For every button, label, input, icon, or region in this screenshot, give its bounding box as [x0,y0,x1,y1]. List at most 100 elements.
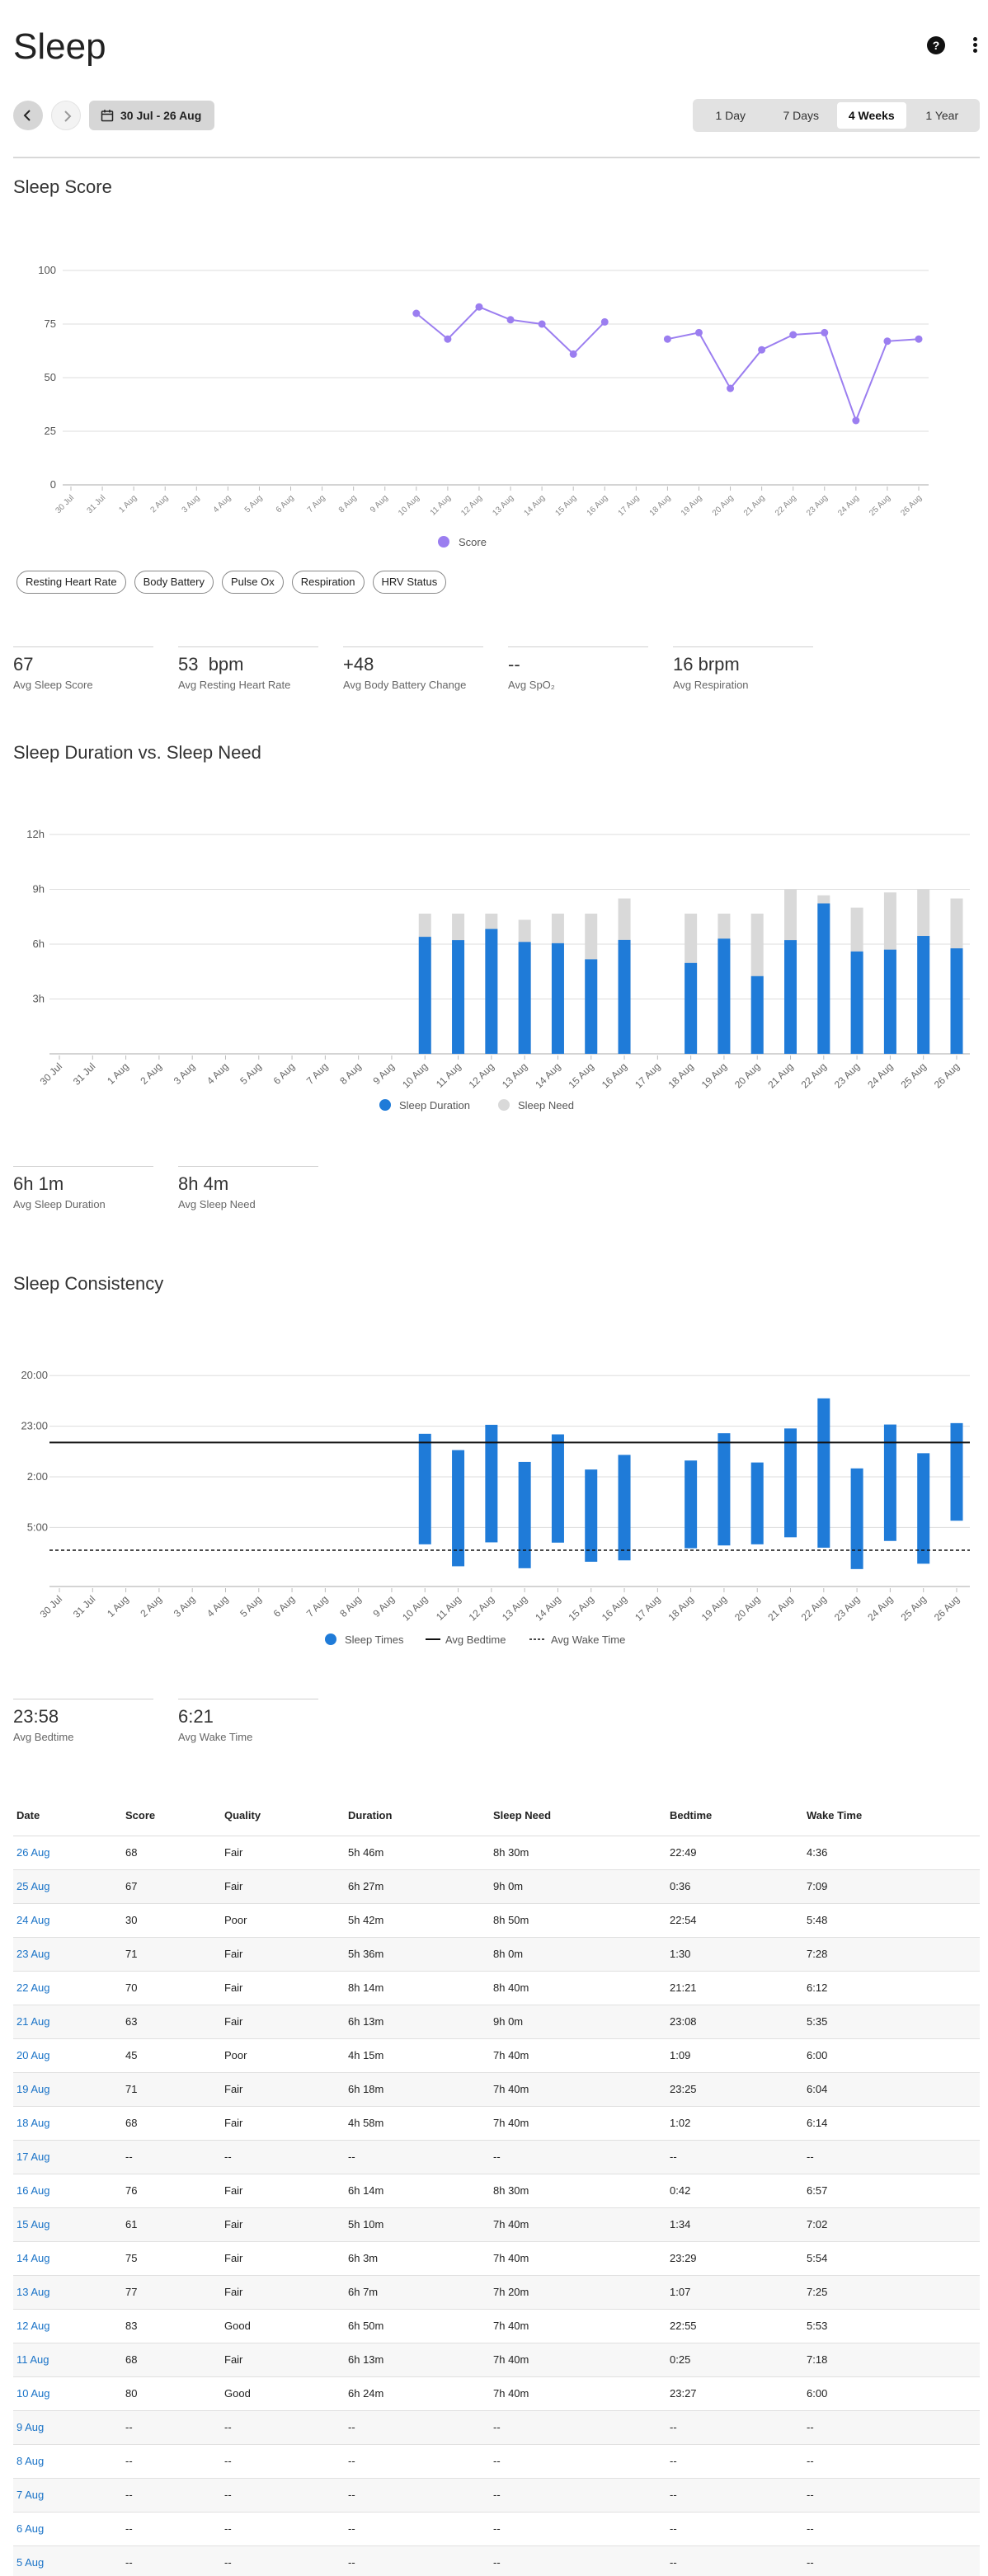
x-tick-label: 24 Aug [836,493,861,518]
table-row: 24 Aug 30 Poor 5h 42m 8h 50m 22:54 5:48 [13,1903,980,1938]
date-link[interactable]: 18 Aug [13,2106,122,2141]
column-header[interactable]: Duration [345,1796,490,1836]
toggle-hrv-status[interactable]: HRV Status [372,571,447,594]
table-cell: -- [122,2545,221,2576]
x-tick-label: 3 Aug [172,1060,198,1087]
score-point [475,303,483,311]
table-cell: -- [490,2512,666,2546]
table-cell: -- [490,2140,666,2174]
date-link[interactable]: 6 Aug [13,2512,122,2546]
table-cell: -- [490,2545,666,2576]
date-link[interactable]: 15 Aug [13,2207,122,2242]
toggle-resting-heart-rate[interactable]: Resting Heart Rate [16,571,126,594]
column-header[interactable]: Bedtime [666,1796,803,1836]
x-tick-label: 15 Aug [567,1060,596,1090]
date-link[interactable]: 5 Aug [13,2545,122,2576]
column-header[interactable]: Quality [221,1796,345,1836]
x-tick-label: 11 Aug [434,1593,463,1623]
date-link[interactable]: 11 Aug [13,2343,122,2377]
period-1-day[interactable]: 1 Day [715,109,746,122]
stat-value: 6h 1m [13,1173,64,1194]
date-link[interactable]: 16 Aug [13,2174,122,2208]
x-tick-label: 18 Aug [666,1593,695,1623]
date-link[interactable]: 20 Aug [13,2038,122,2073]
header-divider [13,157,980,158]
date-link[interactable]: 9 Aug [13,2410,122,2445]
column-header[interactable]: Date [13,1796,122,1836]
next-period-button[interactable] [51,101,81,130]
table-cell: 6:57 [803,2174,980,2208]
x-tick-label: 7 Aug [304,1060,331,1087]
table-cell: 8h 30m [490,2174,666,2208]
x-tick-label: 4 Aug [212,493,233,515]
table-row: 26 Aug 68 Fair 5h 46m 8h 30m 22:49 4:36 [13,1836,980,1870]
x-tick-label: 13 Aug [500,1593,529,1623]
table-cell: 23:25 [666,2072,803,2107]
table-cell: 6h 13m [345,2343,490,2377]
date-link[interactable]: 24 Aug [13,1903,122,1938]
table-cell: -- [666,2478,803,2513]
table-cell: -- [803,2478,980,2513]
table-cell: 7h 40m [490,2376,666,2411]
x-tick-label: 12 Aug [467,1593,496,1623]
legend-sleep-need-label: Sleep Need [518,1099,574,1112]
column-header[interactable]: Score [122,1796,221,1836]
column-header[interactable]: Sleep Need [490,1796,666,1836]
score-point [600,317,609,326]
date-link[interactable]: 8 Aug [13,2444,122,2479]
date-link[interactable]: 14 Aug [13,2241,122,2276]
column-header[interactable]: Wake Time [803,1796,980,1836]
table-body: 26 Aug 68 Fair 5h 46m 8h 30m 22:49 4:36 25 Aug 6… [13,1836,980,2576]
sleep-time-bar [518,1461,531,1568]
stat-label: Avg Sleep Score [13,679,93,691]
toggle-pulse-ox[interactable]: Pulse Ox [222,571,284,594]
period-4-weeks[interactable]: 4 Weeks [837,102,906,129]
score-point [444,335,452,343]
table-cell: Good [221,2309,345,2343]
date-link[interactable]: 23 Aug [13,1937,122,1972]
table-cell: Good [221,2376,345,2411]
date-link[interactable]: 13 Aug [13,2275,122,2310]
x-tick-label: 7 Aug [306,493,327,515]
sleep-duration-bar [551,942,564,1054]
table-cell: 0:36 [666,1869,803,1904]
x-tick-label: 14 Aug [522,493,547,518]
toggle-body-battery[interactable]: Body Battery [134,571,214,594]
date-link[interactable]: 21 Aug [13,2005,122,2039]
table-row: 12 Aug 83 Good 6h 50m 7h 40m 22:55 5:53 [13,2309,980,2343]
date-link[interactable]: 10 Aug [13,2376,122,2411]
y-tick-label: 6h [33,938,45,950]
previous-period-button[interactable] [13,101,43,130]
x-tick-label: 10 Aug [400,1060,430,1090]
date-link[interactable]: 17 Aug [13,2140,122,2174]
date-link[interactable]: 22 Aug [13,1971,122,2005]
table-cell: -- [490,2410,666,2445]
toggle-respiration[interactable]: Respiration [291,571,365,594]
table-cell: 5h 42m [345,1903,490,1938]
table-cell: 22:49 [666,1836,803,1870]
table-cell: -- [490,2478,666,2513]
date-link[interactable]: 12 Aug [13,2309,122,2343]
help-icon[interactable]: ? [927,36,945,54]
date-link[interactable]: 25 Aug [13,1869,122,1904]
table-row: 8 Aug -- -- -- -- -- -- [13,2444,980,2479]
legend-sleep-times-marker [325,1634,336,1645]
table-row: 23 Aug 71 Fair 5h 36m 8h 0m 1:30 7:28 [13,1937,980,1972]
sleep-duration-bar [418,937,431,1054]
score-point [821,328,829,336]
sleep-time-bar [717,1433,731,1546]
stat-value: 16 brpm [673,654,740,675]
date-link[interactable]: 19 Aug [13,2072,122,2107]
period-7-days[interactable]: 7 Days [783,109,820,122]
date-range-picker[interactable]: 30 Jul - 26 Aug [89,101,215,130]
table-cell: 6:14 [803,2106,980,2141]
date-link[interactable]: 7 Aug [13,2478,122,2513]
x-tick-label: 31 Jul [71,1060,98,1088]
table-cell: 22:54 [666,1903,803,1938]
date-link[interactable]: 26 Aug [13,1836,122,1870]
more-options-icon[interactable] [970,36,980,54]
stat-label: Avg Wake Time [178,1731,253,1743]
x-tick-label: 15 Aug [553,493,578,518]
table-row: 5 Aug -- -- -- -- -- -- [13,2545,980,2576]
period-1-year[interactable]: 1 Year [925,109,959,122]
